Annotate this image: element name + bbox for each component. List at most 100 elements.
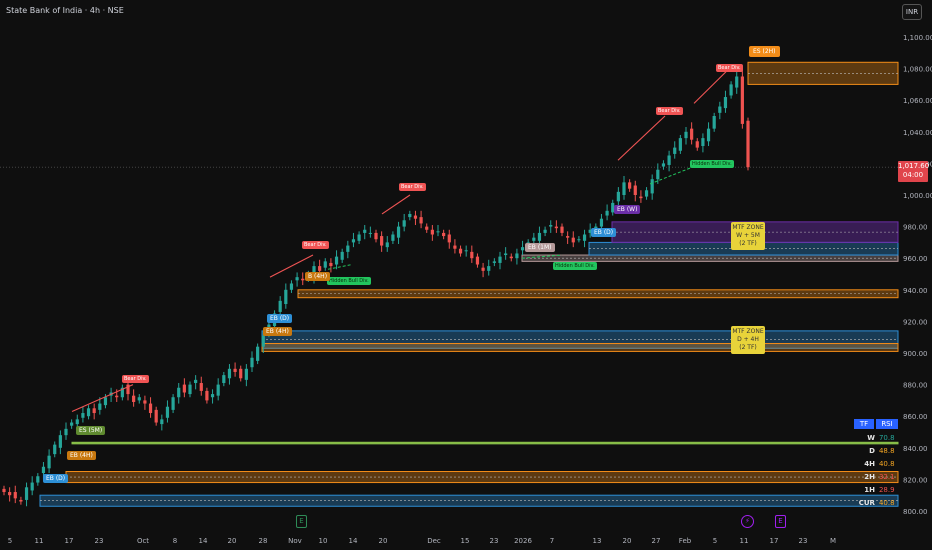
currency-button[interactable]: INR [902, 4, 922, 20]
y-tick-label: 1,100.00 [903, 34, 932, 42]
y-tick-label: 840.00 [903, 445, 928, 453]
candle-body [504, 253, 508, 256]
candle-body [582, 234, 587, 241]
candle-body [374, 232, 378, 240]
candle-body [644, 190, 649, 197]
candle-body [396, 226, 401, 238]
candle-body [58, 435, 62, 448]
candle-body [458, 248, 463, 254]
candle-body [165, 406, 170, 418]
candle-body [639, 196, 643, 199]
eb-1m-label: EB (1M) [525, 243, 555, 252]
y-tick-label: 1,060.00 [903, 97, 932, 105]
candle-body [86, 408, 91, 417]
hidden-bull-div-label-1: Hidden Bull Div. [327, 277, 371, 285]
candle-body [729, 84, 733, 96]
bear-div-line [693, 71, 727, 104]
mtf-zone-count-2: (2 TF) [739, 344, 757, 351]
candle-body [137, 397, 141, 401]
candle-body [340, 251, 344, 260]
candle-body [120, 387, 124, 398]
y-axis: 800.00 820.00 840.00 860.00 880.00 900.00 920.… [903, 34, 932, 516]
candle-body [380, 236, 384, 246]
candle-body [628, 182, 632, 189]
earnings-icon-1[interactable]: E [296, 515, 307, 528]
candle-body [244, 368, 248, 380]
earnings-icon-2[interactable]: E [775, 515, 786, 528]
x-tick-label: 15 [461, 537, 470, 545]
x-tick-label: 11 [740, 537, 749, 545]
candle-body [148, 403, 153, 414]
candle-body [177, 387, 181, 398]
hidden-bull-div-line [327, 264, 353, 270]
rsi-tf: CUR [858, 498, 875, 507]
candle-body [284, 289, 288, 305]
x-tick-label: 20 [623, 537, 632, 545]
candle-body [19, 499, 23, 502]
es-5m-label: ES (5M) [76, 426, 106, 435]
x-tick-label: 14 [349, 537, 358, 545]
x-tick-label: 5 [8, 537, 12, 545]
candle-body [633, 185, 637, 195]
candle-body [509, 256, 513, 259]
y-tick-label: 860.00 [903, 413, 928, 421]
x-tick-label: 10 [319, 537, 328, 545]
eb-d-label-2: EB (D) [267, 314, 293, 323]
candle-body [554, 226, 558, 229]
candle-body [41, 466, 46, 474]
hidden-bull-div-label-3: Hidden Bull Div. [690, 160, 734, 168]
rsi-value: 40.8 [878, 459, 895, 468]
candle-body [30, 482, 34, 491]
bear-div-label-2: Bear Div. [302, 241, 329, 249]
rsi-row: 1H 28.9 [854, 483, 898, 496]
candle-body [453, 245, 457, 249]
y-tick-label: 920.00 [903, 318, 928, 326]
x-tick-label: 2026 [514, 537, 532, 545]
candle-body [537, 232, 542, 241]
chart-title: State Bank of India · 4h · NSE [6, 6, 124, 15]
y-tick-label: 980.00 [903, 224, 928, 232]
candle-body [132, 395, 136, 402]
rsi-row: D 48.8 [854, 444, 898, 457]
candle-body [2, 488, 6, 493]
candle-body [53, 444, 57, 455]
candle-body [256, 346, 260, 361]
mtf-zone-title-2: MTF ZONE [732, 328, 764, 335]
bear-div-line [381, 194, 411, 215]
eb-4h-label-1: EB (4H) [67, 451, 96, 460]
rsi-value: 48.8 [878, 446, 895, 455]
rsi-tf: W [867, 433, 875, 442]
es-2h-zone [747, 61, 899, 85]
candle-body [667, 155, 671, 165]
rsi-value: 32.1 [878, 472, 895, 481]
y-tick-label: 940.00 [903, 287, 928, 295]
candle-body [75, 419, 79, 425]
candle-body [98, 403, 102, 410]
x-tick-label: 13 [593, 537, 602, 545]
rsi-row: 2H 32.1 [854, 470, 898, 483]
candle-body [723, 97, 728, 109]
y-tick-label: 800.00 [903, 508, 928, 516]
candle-body [549, 225, 553, 227]
divergence-lines-layer [71, 71, 727, 412]
zone-layer [39, 61, 899, 507]
lightning-icon[interactable]: ⚡ [741, 515, 754, 528]
candle-body [588, 229, 592, 233]
candle-body [115, 395, 119, 398]
bear-div-line [71, 384, 134, 412]
candle-body [425, 226, 429, 230]
y-tick-label: 1,080.00 [903, 66, 932, 74]
candle-body [391, 234, 395, 241]
eb-d-label-3: EB (D) [591, 228, 617, 237]
candle-body [318, 266, 322, 271]
rsi-table: TF RSI W 70.8 D 48.8 4H 40.8 2H 32.1 1H 28.9 CUR 40… [854, 419, 898, 509]
candle-body [740, 76, 744, 124]
b-4h-label: B (4H) [305, 272, 331, 281]
candle-body [712, 116, 716, 129]
candle-body [171, 397, 175, 410]
candle-body [222, 375, 226, 384]
candle-body [402, 220, 406, 227]
candle-body [312, 266, 316, 278]
x-tick-label: 20 [379, 537, 388, 545]
